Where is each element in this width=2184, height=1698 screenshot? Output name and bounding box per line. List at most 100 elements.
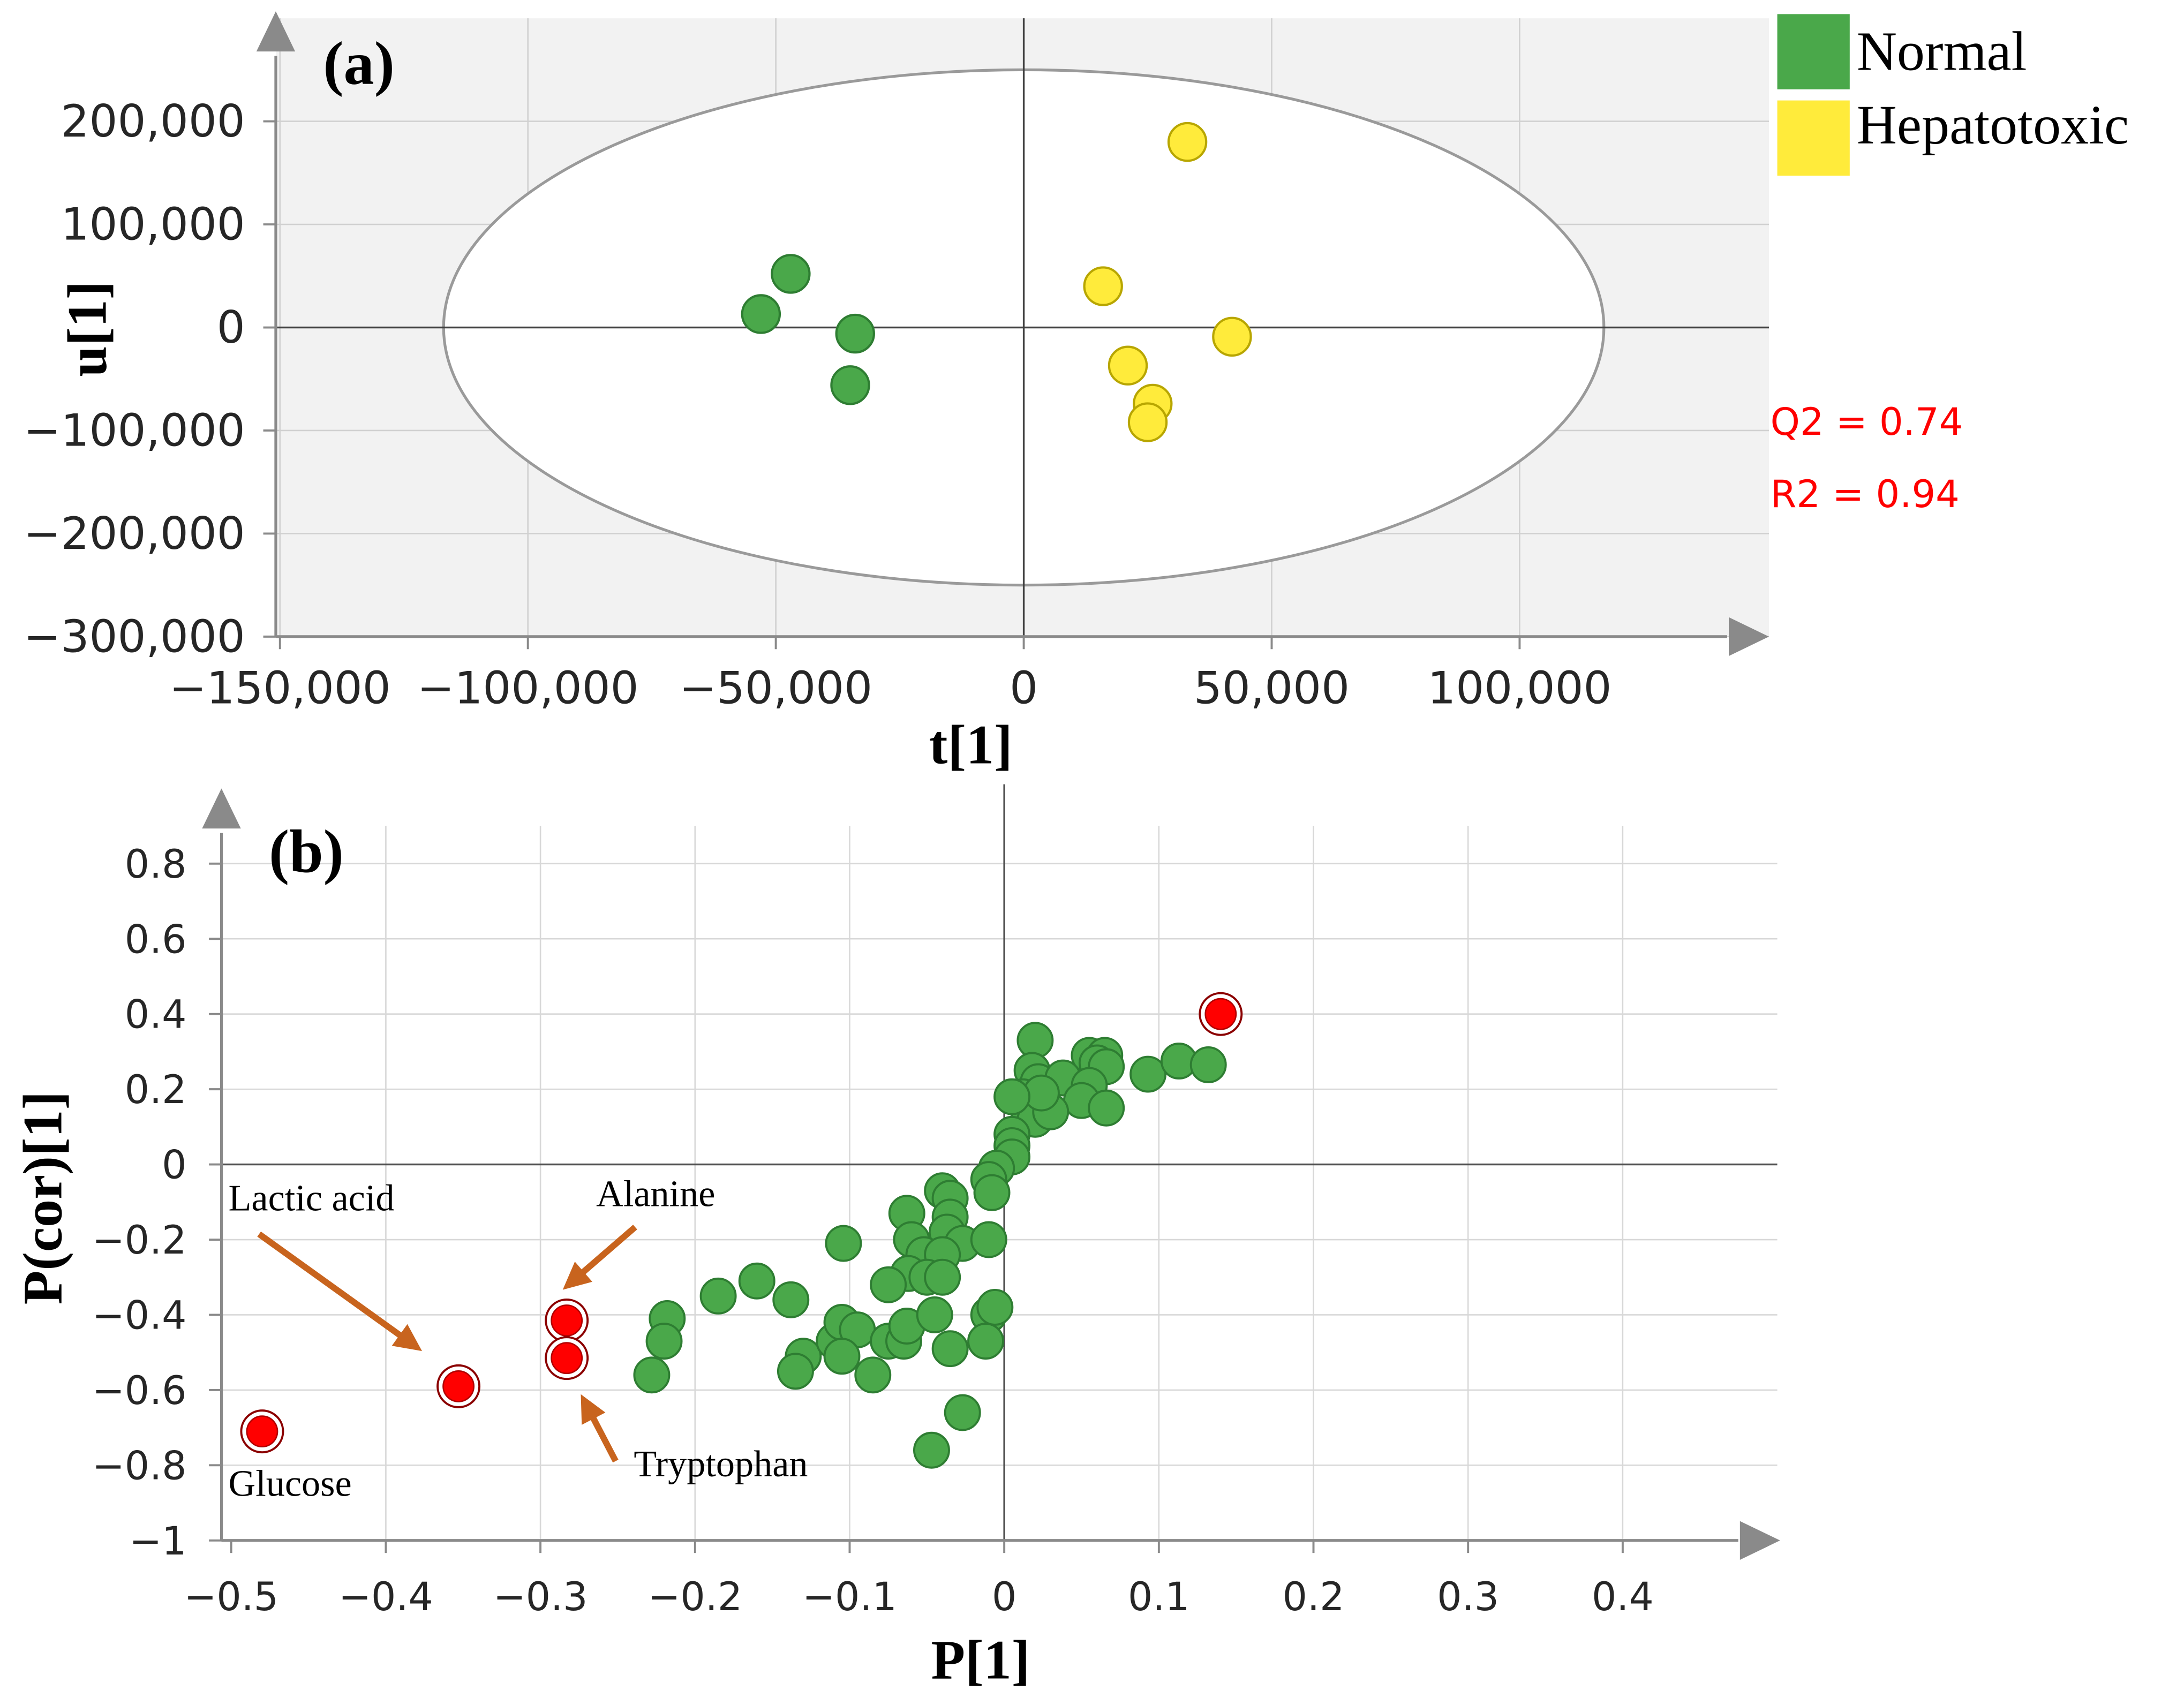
x-tick-label: −0.4 (338, 1574, 433, 1620)
point-variable (970, 1221, 1007, 1258)
panel-a: −150,000 −100,000 −50,000 0 50,000 100,000 −30… (24, 11, 2129, 776)
arrow-alanine-shaft (575, 1225, 637, 1280)
y-axis-label-b: P(cor)[1] (11, 1091, 73, 1304)
x-tick-label: 0.1 (1128, 1574, 1190, 1620)
x-tick-label: −0.3 (493, 1574, 588, 1620)
point-variable (973, 1174, 1011, 1211)
point-highlight (246, 1415, 278, 1448)
point-variable (924, 1258, 961, 1296)
y-tick-label: −200,000 (24, 508, 245, 560)
arrow-lactic-acid-head (391, 1324, 423, 1352)
point-hepatotoxic (1127, 402, 1168, 442)
y-axis-arrow (256, 11, 296, 52)
x-tick-label: 0 (1010, 662, 1038, 714)
point-hepatotoxic (1212, 316, 1252, 357)
arrow-alanine-head (562, 1262, 592, 1290)
point-variable (870, 1266, 907, 1303)
legend: Normal Hepatotoxic (1777, 14, 2129, 176)
annotation-tryptophan: Tryptophan (634, 1443, 808, 1485)
y-tick-label: 0.8 (125, 842, 187, 887)
y-tick-label: −1 (129, 1519, 186, 1564)
point-variable (777, 1353, 814, 1390)
x-tick-label: 0 (992, 1574, 1016, 1620)
y-tick-label: 0.6 (125, 917, 187, 962)
point-variable (825, 1225, 862, 1262)
point-normal (830, 365, 870, 405)
q2-annotation: Q2 = 0.74 (1771, 400, 1963, 444)
point-variable (854, 1356, 892, 1394)
point-variable (967, 1323, 1004, 1360)
zero-lines-a (275, 18, 1769, 637)
point-highlight (551, 1304, 583, 1337)
point-variable (916, 1296, 953, 1333)
x-tick-label: −150,000 (169, 662, 391, 714)
y-tick-label: 0 (217, 301, 245, 353)
point-normal (835, 313, 875, 354)
point-variable (772, 1281, 810, 1318)
axes-a (256, 11, 1769, 656)
x-tick-label: 0.3 (1437, 1574, 1499, 1620)
y-tick-label: 100,000 (61, 199, 245, 251)
panel-label-b: (b) (269, 817, 344, 885)
legend-swatch-normal (1777, 14, 1850, 89)
ticks-a: −150,000 −100,000 −50,000 0 50,000 100,000 −30… (24, 95, 1612, 714)
x-tick-label: 100,000 (1427, 662, 1611, 714)
x-axis-label-a: t[1] (929, 714, 1013, 776)
arrow-lactic-acid-shaft (257, 1231, 408, 1342)
annotation-arrows (257, 1225, 637, 1463)
point-hepatotoxic (1167, 122, 1208, 162)
x-axis-arrow (1729, 617, 1769, 656)
panel-b: −0.5 −0.4 −0.3 −0.2 −0.1 0 0.1 0.2 0.3 0.4 −1 −0.8 −… (11, 784, 1780, 1691)
point-normal (741, 294, 781, 334)
point-variable (633, 1356, 671, 1394)
point-variable (1129, 1055, 1167, 1093)
x-tick-label: −0.2 (647, 1574, 742, 1620)
x-tick-label: −50,000 (679, 662, 872, 714)
y-tick-label: 0 (162, 1143, 186, 1188)
x-tick-label: 0.2 (1283, 1574, 1345, 1620)
point-variable (944, 1394, 981, 1431)
axes-b (202, 788, 1780, 1560)
y-tick-label: −0.4 (92, 1293, 187, 1338)
legend-label-hepatotoxic: Hepatotoxic (1857, 94, 2129, 156)
point-variable (645, 1323, 683, 1360)
point-variable (1088, 1089, 1125, 1127)
points-b (240, 992, 1243, 1469)
x-tick-label: 50,000 (1194, 662, 1350, 714)
y-tick-label: −0.6 (92, 1368, 187, 1414)
point-normal (771, 254, 811, 294)
point-variable (976, 1288, 1014, 1326)
x-axis-label-b: P[1] (931, 1628, 1030, 1691)
grid-b (221, 826, 1778, 1541)
point-variable (1189, 1046, 1227, 1083)
point-hepatotoxic (1083, 266, 1123, 306)
y-axis-label-a: u[1] (56, 281, 118, 377)
point-variable (823, 1338, 861, 1375)
legend-swatch-hepatotoxic (1777, 100, 1850, 176)
annotation-lactic-acid: Lactic acid (229, 1177, 395, 1219)
point-variable (913, 1431, 950, 1469)
x-tick-label: −0.5 (184, 1574, 278, 1620)
y-tick-label: −0.2 (92, 1218, 187, 1263)
annotation-alanine: Alanine (596, 1173, 715, 1215)
point-highlight (551, 1342, 583, 1375)
point-variable (738, 1262, 775, 1300)
x-tick-label: −100,000 (417, 662, 639, 714)
arrow-tryptophan-shaft (587, 1410, 619, 1463)
arrow-tryptophan-head (581, 1394, 606, 1425)
x-axis-arrow (1739, 1521, 1780, 1560)
y-axis-arrow (202, 788, 241, 829)
point-hepatotoxic (1108, 345, 1148, 386)
legend-label-normal: Normal (1857, 20, 2027, 82)
panel-label-a: (a) (323, 29, 394, 97)
x-tick-label: 0.4 (1592, 1574, 1654, 1620)
y-tick-label: 0.4 (125, 992, 187, 1038)
y-tick-label: −300,000 (24, 610, 245, 662)
r2-annotation: R2 = 0.94 (1771, 472, 1960, 516)
point-variable (993, 1078, 1031, 1115)
y-tick-label: 0.2 (125, 1067, 187, 1113)
annotation-glucose: Glucose (229, 1463, 352, 1505)
point-variable (931, 1330, 969, 1368)
point-highlight (442, 1370, 475, 1402)
